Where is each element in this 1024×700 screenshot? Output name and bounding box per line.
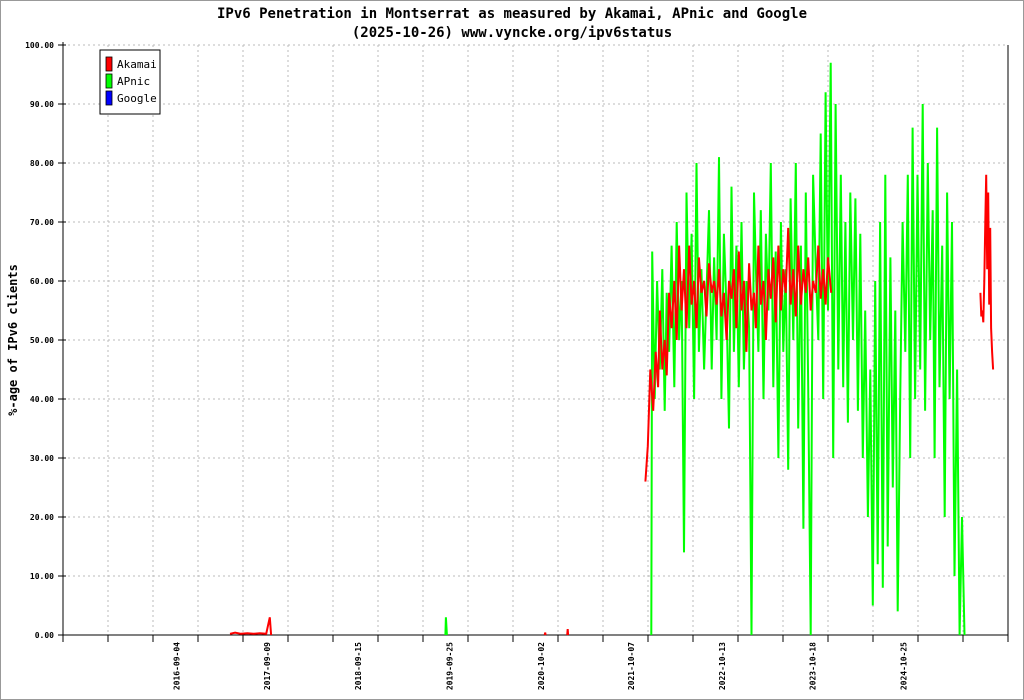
y-tick-label: 100.00 <box>25 41 54 50</box>
series-lines <box>229 62 995 636</box>
y-tick-label: 60.00 <box>30 277 54 286</box>
x-tick-label: 2016-09-04 <box>173 642 182 690</box>
y-tick-label: 50.00 <box>30 336 54 345</box>
x-tick-label: 2024-10-25 <box>900 642 909 690</box>
series-line-akamai <box>566 629 570 636</box>
legend-swatch-apnic <box>105 73 113 89</box>
legend-label-google: Google <box>117 92 157 105</box>
series-line-apnic <box>444 617 448 636</box>
chart-title: IPv6 Penetration in Montserrat as measur… <box>217 6 807 22</box>
x-tick-label: 2020-10-02 <box>537 642 546 690</box>
legend: Akamai APnic Google <box>99 49 161 115</box>
x-tick-label: 2019-09-25 <box>446 642 455 690</box>
y-tick-label: 70.00 <box>30 218 54 227</box>
x-tick-label: 2017-09-09 <box>263 642 272 690</box>
series-line-akamai <box>229 617 273 636</box>
series-line-akamai <box>543 632 547 636</box>
y-tick-label: 90.00 <box>30 100 54 109</box>
y-tick-label: 10.00 <box>30 572 54 581</box>
x-tick-label: 2022-10-13 <box>718 642 727 690</box>
y-tick-label: 0.00 <box>35 631 54 640</box>
legend-label-apnic: APnic <box>117 75 150 88</box>
x-tick-label: 2023-10-18 <box>808 642 817 690</box>
axes: 0.00 10.00 20.00 30.00 40.00 50.00 60.00 70.00 8… <box>25 41 1009 690</box>
x-tick-label: 2021-10-07 <box>627 642 636 690</box>
legend-swatch-akamai <box>105 56 113 72</box>
series-line-akamai <box>644 227 833 482</box>
legend-label-akamai: Akamai <box>117 58 157 71</box>
series-line-akamai <box>979 174 995 370</box>
x-tick-label: 2018-09-15 <box>354 642 363 690</box>
series-line-apnic <box>650 62 966 636</box>
y-tick-label: 20.00 <box>30 513 54 522</box>
y-tick-label: 30.00 <box>30 454 54 463</box>
y-axis-label: %-age of IPv6 clients <box>6 264 20 416</box>
y-tick-label: 80.00 <box>30 159 54 168</box>
y-tick-label: 40.00 <box>30 395 54 404</box>
chart-subtitle: (2025-10-26) www.vyncke.org/ipv6status <box>352 25 672 41</box>
legend-swatch-google <box>105 90 113 106</box>
